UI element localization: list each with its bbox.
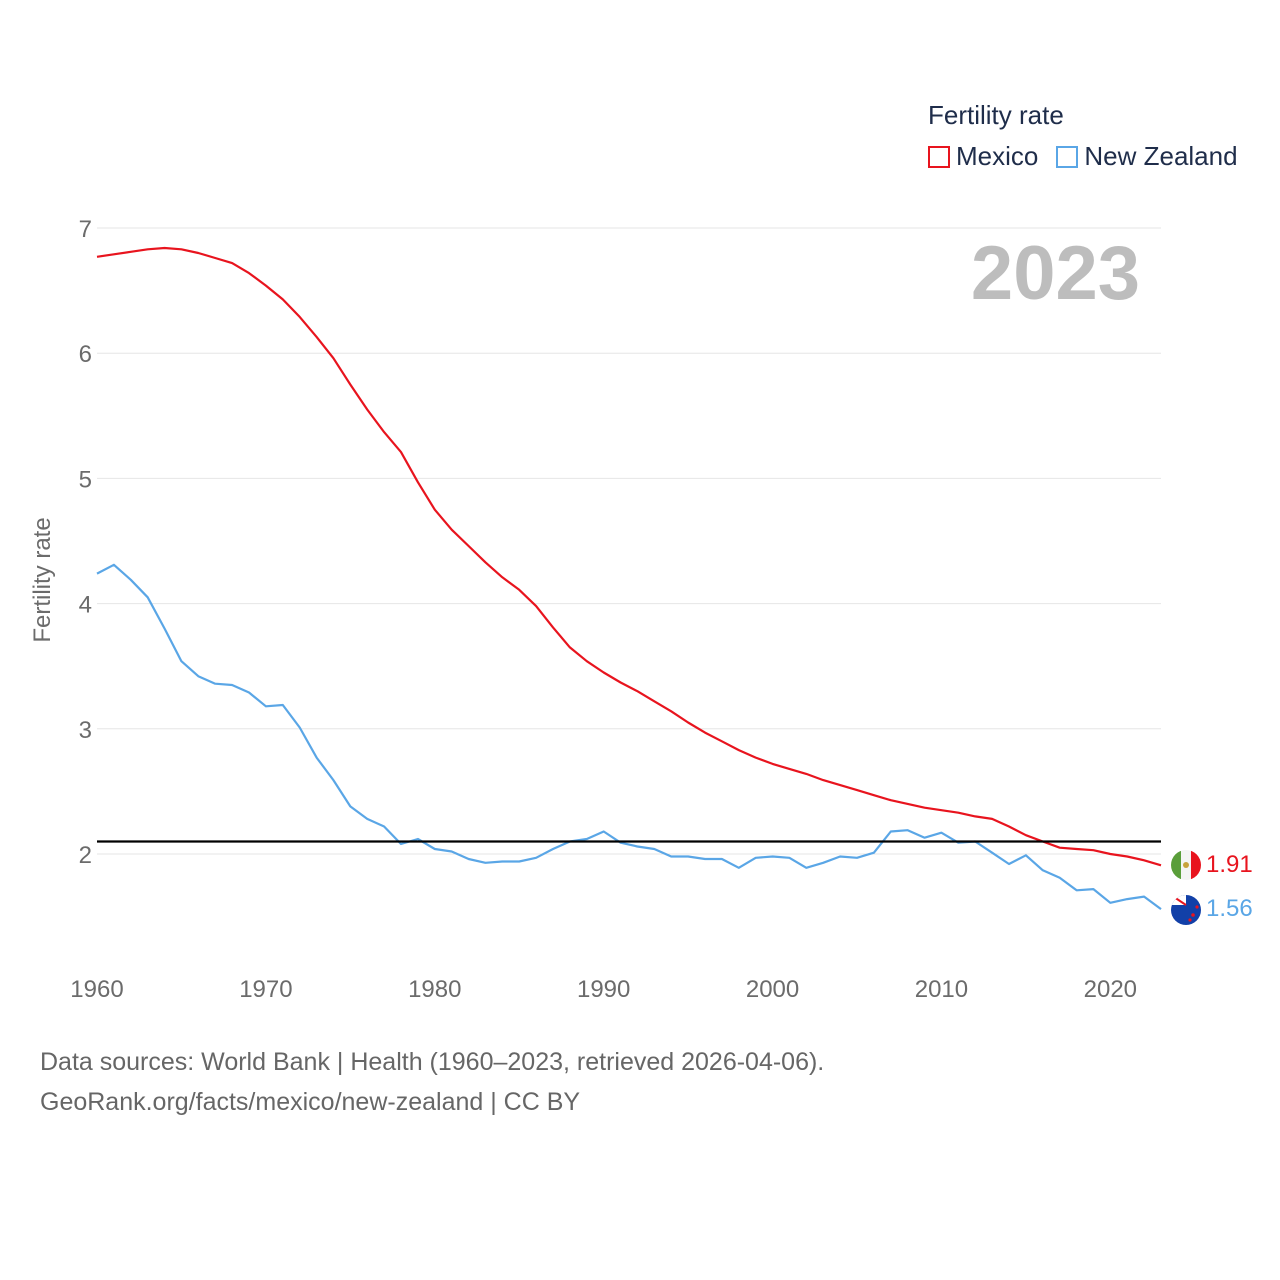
legend: Fertility rate Mexico New Zealand <box>928 100 1238 172</box>
new-zealand-flag-icon <box>1171 895 1201 925</box>
x-tick-2010: 2010 <box>915 976 968 1003</box>
y-tick-4: 4 <box>79 592 92 619</box>
series-line-mexico <box>96 246 1162 867</box>
y-tick-2: 2 <box>79 842 92 869</box>
legend-item-new-zealand[interactable]: New Zealand <box>1056 141 1238 172</box>
x-axis-ticks: 1960 1970 1980 1990 2000 2010 2020 <box>70 976 1137 1003</box>
legend-item-mexico[interactable]: Mexico <box>928 141 1038 172</box>
y-tick-5: 5 <box>79 466 92 493</box>
mexico-end-value: 1.91 <box>1206 851 1253 878</box>
source-line-1: Data sources: World Bank | Health (1960–… <box>40 1048 825 1076</box>
legend-swatch-new-zealand <box>1056 145 1079 168</box>
legend-label-mexico: Mexico <box>956 141 1039 171</box>
source-line-2: GeoRank.org/facts/mexico/new-zealand | C… <box>40 1088 581 1116</box>
x-tick-2000: 2000 <box>746 976 799 1003</box>
y-tick-3: 3 <box>79 717 92 744</box>
x-tick-1970: 1970 <box>239 976 292 1003</box>
y-axis-ticks: 2 3 4 5 6 7 <box>79 216 92 869</box>
x-tick-2020: 2020 <box>1084 976 1137 1003</box>
y-tick-7: 7 <box>79 216 92 243</box>
legend-label-new-zealand: New Zealand <box>1084 141 1238 171</box>
legend-title: Fertility rate <box>928 100 1064 130</box>
y-axis-label: Fertility rate <box>29 517 56 642</box>
y-tick-6: 6 <box>79 341 92 368</box>
mexico-flag-icon <box>1171 850 1201 880</box>
current-year-label: 2023 <box>970 231 1140 316</box>
x-tick-1960: 1960 <box>70 976 123 1003</box>
x-tick-1980: 1980 <box>408 976 461 1003</box>
series-line-new-zealand <box>96 563 1162 910</box>
series-lines <box>96 246 1162 910</box>
x-tick-1990: 1990 <box>577 976 630 1003</box>
new-zealand-end-value: 1.56 <box>1206 895 1253 922</box>
legend-swatch-mexico <box>928 145 950 168</box>
grid-lines <box>97 227 1161 855</box>
source-note: Data sources: World Bank | Health (1960–… <box>40 1042 824 1122</box>
end-markers: 1.91 1.56 <box>1171 850 1253 925</box>
